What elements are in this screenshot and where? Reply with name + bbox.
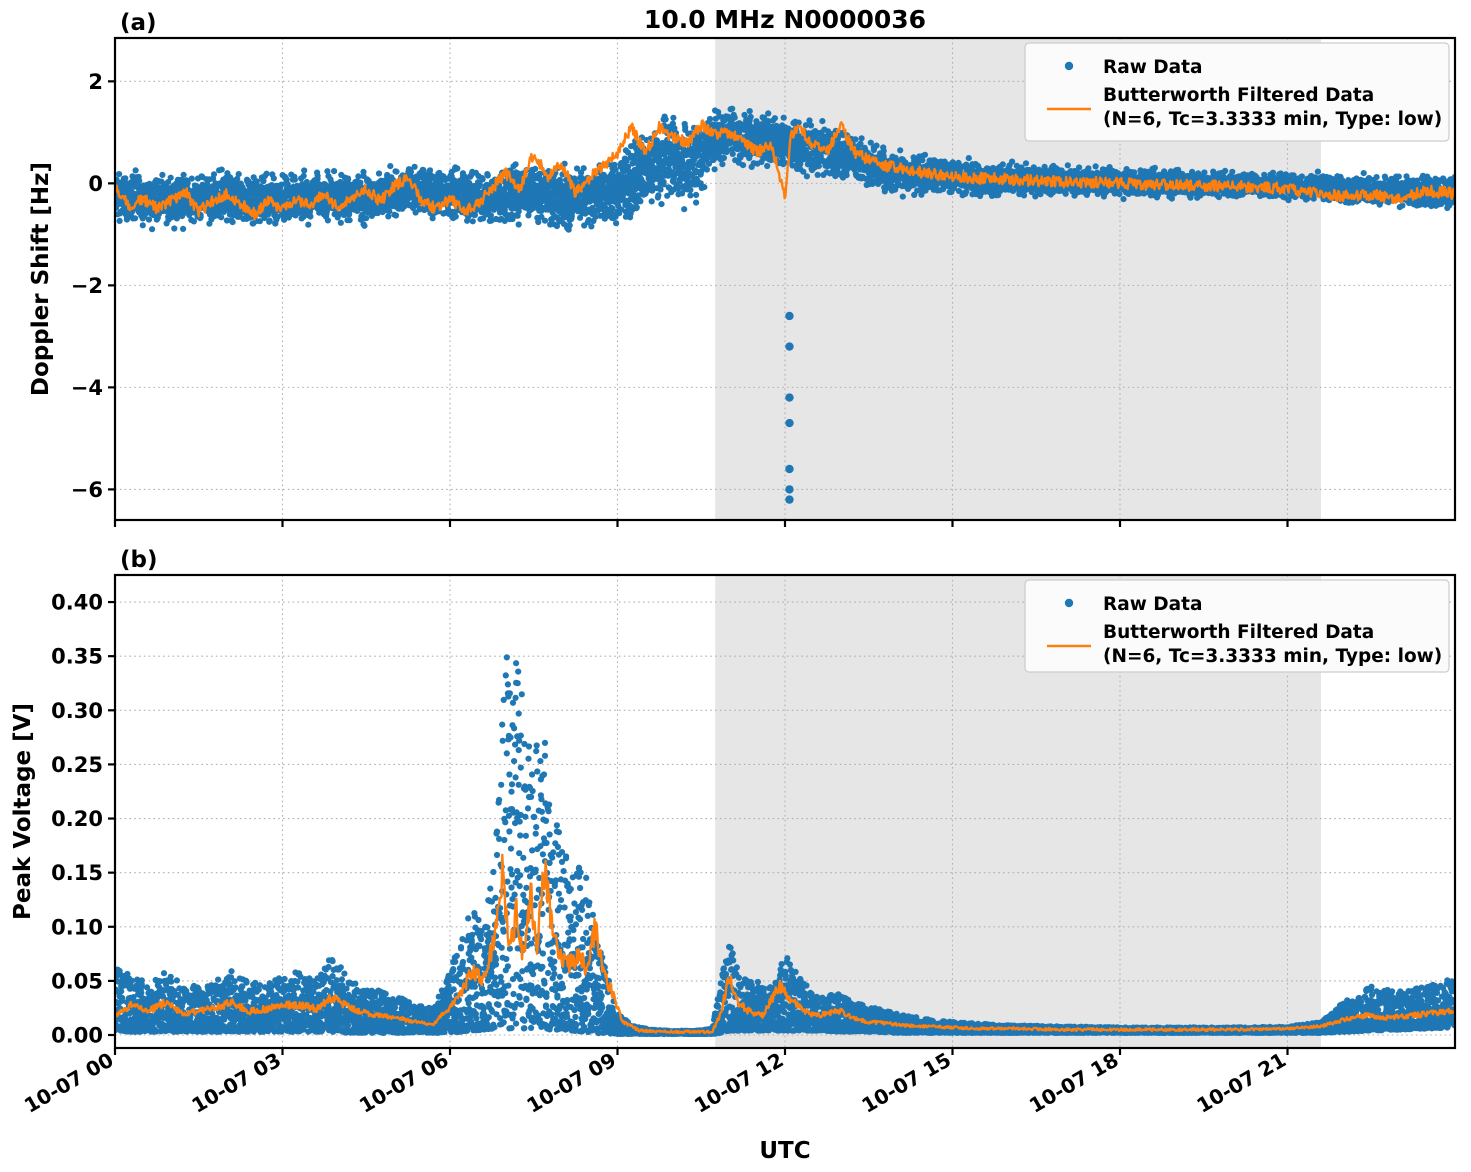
outlier-points: [785, 311, 794, 504]
panel-b: 0.00 0.05 0.10 0.15 0.20 0.25 0.30 0.35 0.40 Peak…: [10, 573, 1457, 1118]
x-tick-label: 10-07 09: [522, 1048, 620, 1118]
y-tick-label: 0.15: [51, 861, 103, 885]
x-tick-label: 10-07 12: [690, 1048, 788, 1118]
y-tick-label: 0.35: [51, 645, 103, 669]
panel-b-tag: (b): [120, 547, 158, 573]
legend-marker-raw: [1064, 598, 1074, 608]
x-axis-label: UTC: [759, 1138, 810, 1164]
y-tick-label: 0.30: [51, 699, 103, 723]
y-tick-label: −2: [71, 274, 103, 298]
panel-a-tag: (a): [120, 10, 157, 36]
butterworth-filtered-line: [115, 119, 1455, 221]
legend-a: [1024, 42, 1450, 142]
y-axis-label-a: Doppler Shift [Hz]: [28, 162, 54, 396]
y-tick-label: −6: [71, 478, 103, 502]
x-tick-label: 10-07 21: [1192, 1048, 1290, 1118]
legend-label-raw: Raw Data: [1103, 594, 1202, 615]
y-tick-label: 0.05: [51, 969, 103, 993]
legend-marker-raw: [1064, 61, 1074, 71]
x-tick-label: 10-07 00: [20, 1048, 118, 1118]
y-ticks-b: 0.00 0.05 0.10 0.15 0.20 0.25 0.30 0.35 0.40: [51, 591, 115, 1048]
y-axis-label-b: Peak Voltage [V]: [10, 703, 36, 920]
x-tick-label: 10-07 03: [187, 1048, 285, 1118]
legend-label-filtered-line2: (N=6, Tc=3.3333 min, Type: low): [1103, 646, 1442, 667]
outlier-point: [785, 418, 794, 428]
outlier-point: [785, 311, 794, 321]
legend-label-filtered-line1: Butterworth Filtered Data: [1103, 622, 1374, 643]
outlier-point: [785, 495, 794, 504]
legend-label-raw: Raw Data: [1103, 57, 1202, 78]
legend-b: [1024, 579, 1450, 673]
outlier-point: [785, 464, 794, 474]
y-ticks-a: 2 0 −2 −4 −6: [71, 70, 115, 502]
y-tick-label: 2: [88, 70, 103, 94]
y-tick-label: 0.10: [51, 915, 103, 939]
legend-label-filtered-line2: (N=6, Tc=3.3333 min, Type: low): [1103, 109, 1442, 130]
x-ticks-b: 10-07 00 10-07 03 10-07 06 10-07 09 10-07 12…: [20, 1048, 1290, 1118]
y-tick-label: −4: [71, 376, 103, 400]
figure-title: 10.0 MHz N0000036: [644, 5, 926, 34]
x-ticks-a: [113, 520, 1289, 527]
y-tick-label: 0.00: [51, 1024, 103, 1048]
x-tick-label: 10-07 15: [857, 1048, 955, 1118]
outlier-point: [785, 485, 794, 494]
y-tick-label: 0: [88, 172, 103, 196]
x-tick-label: 10-07 18: [1025, 1048, 1123, 1118]
y-tick-label: 0.40: [51, 591, 103, 615]
legend-label-filtered-line1: Butterworth Filtered Data: [1103, 85, 1374, 106]
outlier-point: [785, 342, 794, 351]
butterworth-filtered-line: [115, 853, 1455, 1035]
x-tick-label: 10-07 06: [355, 1048, 453, 1118]
outlier-point: [785, 393, 794, 402]
panel-a: 2 0 −2 −4 −6 Doppler Shift [Hz] Raw Data Butter…: [28, 36, 1457, 527]
data-b: [115, 654, 1455, 1037]
y-tick-label: 0.25: [51, 753, 103, 777]
data-a: [115, 105, 1455, 504]
y-tick-label: 0.20: [51, 807, 103, 831]
